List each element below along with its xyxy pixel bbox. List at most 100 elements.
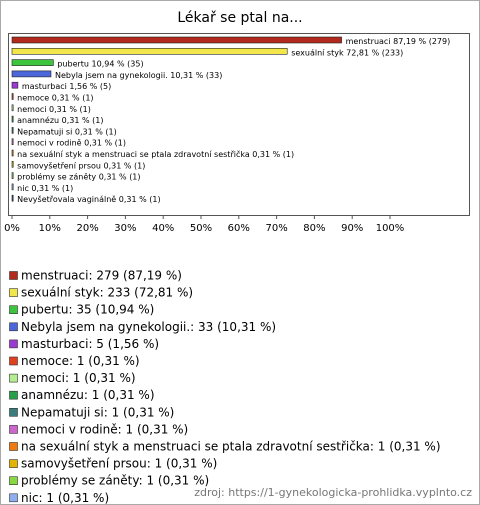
legend-label: masturbaci: 5 (1,56 %) xyxy=(21,337,159,351)
value-label: 0,31 % (1) xyxy=(104,161,146,170)
category-label: Nevyšetřovala vaginálně xyxy=(17,194,116,204)
bar-label: samovyšetření prsou 0,31 % (1) xyxy=(17,160,145,170)
source: zdroj: https://1-gynekologicka-prohlidka… xyxy=(194,486,472,499)
bar-label: menstruaci 87,19 % (279) xyxy=(346,37,451,46)
value-label: 0,31 % (1) xyxy=(119,195,161,204)
bar xyxy=(11,194,14,202)
category-label: anamnézu xyxy=(17,115,59,125)
value-label: 1,56 % (5) xyxy=(69,82,111,91)
category-label: nemoce xyxy=(17,93,49,102)
value-label: 0,31 % (1) xyxy=(99,172,141,181)
value-label: 0,31 % (1) xyxy=(49,104,91,113)
legend-label: pubertu: 35 (10,94 %) xyxy=(21,303,154,317)
bar-label: anamnézu 0,31 % (1) xyxy=(17,115,103,125)
category-label: nemoci v rodině xyxy=(17,138,82,147)
legend-label: sexuální styk: 233 (72,81 %) xyxy=(21,286,193,300)
x-tick-label: 90% xyxy=(341,223,363,234)
bar-label: nemoci v rodině 0,31 % (1) xyxy=(17,138,126,147)
bar-label: sexuální styk 72,81 % (233) xyxy=(291,48,403,57)
x-tick-label: 50% xyxy=(190,223,212,234)
bar-label: Nebyla jsem na gynekologii. 10,31 % (33) xyxy=(55,70,222,79)
legend-label: Nebyla jsem na gynekologii.: 33 (10,31 %… xyxy=(21,320,276,334)
bar xyxy=(11,59,54,66)
category-label: pubertu xyxy=(57,59,89,68)
legend-label: nemoci v rodině: 1 (0,31 %) xyxy=(21,422,188,436)
legend-swatch xyxy=(9,425,18,434)
value-label: 0,31 % (1) xyxy=(75,127,117,136)
x-tick-label: 30% xyxy=(114,223,136,234)
category-label: sexuální styk xyxy=(291,48,344,57)
bar xyxy=(11,70,52,78)
x-tick-label: 20% xyxy=(76,223,98,234)
legend-swatch xyxy=(9,493,18,503)
bar xyxy=(11,81,19,89)
x-tick-label: 0% xyxy=(4,223,20,234)
bar xyxy=(11,149,14,157)
bar xyxy=(11,36,342,44)
value-label: 10,94 % (35) xyxy=(92,59,144,68)
bar xyxy=(11,104,14,112)
bar-label: nic 0,31 % (1) xyxy=(17,183,73,192)
bar-label: nemoce 0,31 % (1) xyxy=(17,93,93,102)
legend-label: Nepamatuji si: 1 (0,31 %) xyxy=(21,405,174,419)
bar xyxy=(11,161,14,168)
legend-swatch xyxy=(9,339,18,349)
legend-label: nic: 1 (0,31 %) xyxy=(21,491,109,505)
bar xyxy=(11,47,288,55)
category-label: Nepamatuji si xyxy=(17,127,72,136)
category-label: problémy se záněty xyxy=(17,171,96,181)
bar-label: na sexuální styk a menstruaci se ptala z… xyxy=(17,149,294,159)
x-tick-label: 60% xyxy=(228,223,250,234)
legend-label: na sexuální styk a menstruaci se ptala z… xyxy=(21,440,441,454)
legend-swatch xyxy=(9,442,18,451)
plot-frame xyxy=(8,33,470,216)
bar xyxy=(11,138,14,145)
category-label: na sexuální styk a menstruaci se ptala z… xyxy=(17,149,250,159)
legend-label: menstruaci: 279 (87,19 %) xyxy=(21,269,182,283)
category-label: nic xyxy=(17,183,29,192)
bar-label: Nepamatuji si 0,31 % (1) xyxy=(17,127,117,136)
chart-title: Lékař se ptal na... xyxy=(177,10,302,26)
category-label: samovyšetření prsou xyxy=(17,160,101,170)
bar xyxy=(11,115,14,123)
legend-swatch xyxy=(9,407,18,417)
legend-swatch xyxy=(9,288,18,297)
bar xyxy=(11,183,14,191)
value-label: 0,31 % (1) xyxy=(252,150,294,159)
legend-label: nemoce: 1 (0,31 %) xyxy=(21,354,140,368)
value-label: 0,31 % (1) xyxy=(52,93,94,102)
legend-swatch xyxy=(9,305,18,315)
bar-label: masturbaci 1,56 % (5) xyxy=(22,82,111,91)
x-tick-label: 70% xyxy=(265,223,287,234)
x-tick-label: 100% xyxy=(376,223,405,234)
bar xyxy=(11,127,14,134)
x-tick-label: 80% xyxy=(303,223,325,234)
legend-swatch xyxy=(9,322,18,332)
legend-swatch xyxy=(9,271,18,280)
x-tick-label: 10% xyxy=(39,223,61,234)
legend-swatch xyxy=(9,373,18,383)
value-label: 87,19 % (279) xyxy=(393,37,450,46)
value-label: 72,81 % (233) xyxy=(346,48,403,57)
x-tick-label: 40% xyxy=(152,223,174,234)
legend-swatch xyxy=(9,459,18,468)
value-label: 0,31 % (1) xyxy=(84,138,126,147)
legend-label: samovyšetření prsou: 1 (0,31 %) xyxy=(21,457,217,471)
legend-swatch xyxy=(9,356,18,366)
bar-label: nemoci 0,31 % (1) xyxy=(17,104,91,113)
legend-swatch xyxy=(9,390,18,400)
legend-label: anamnézu: 1 (0,31 %) xyxy=(21,388,155,402)
legend-swatch xyxy=(9,476,18,486)
bar-label: pubertu 10,94 % (35) xyxy=(57,59,143,68)
category-label: menstruaci xyxy=(346,37,391,46)
category-label: masturbaci xyxy=(22,82,67,91)
value-label: 10,31 % (33) xyxy=(170,70,222,79)
bar xyxy=(11,93,14,100)
bar xyxy=(11,172,14,179)
bar-label: Nevyšetřovala vaginálně 0,31 % (1) xyxy=(17,194,160,204)
legend-label: problémy se záněty: 1 (0,31 %) xyxy=(21,474,209,488)
value-label: 0,31 % (1) xyxy=(31,183,73,192)
category-label: nemoci xyxy=(17,104,46,113)
bar-label: problémy se záněty 0,31 % (1) xyxy=(17,171,140,181)
